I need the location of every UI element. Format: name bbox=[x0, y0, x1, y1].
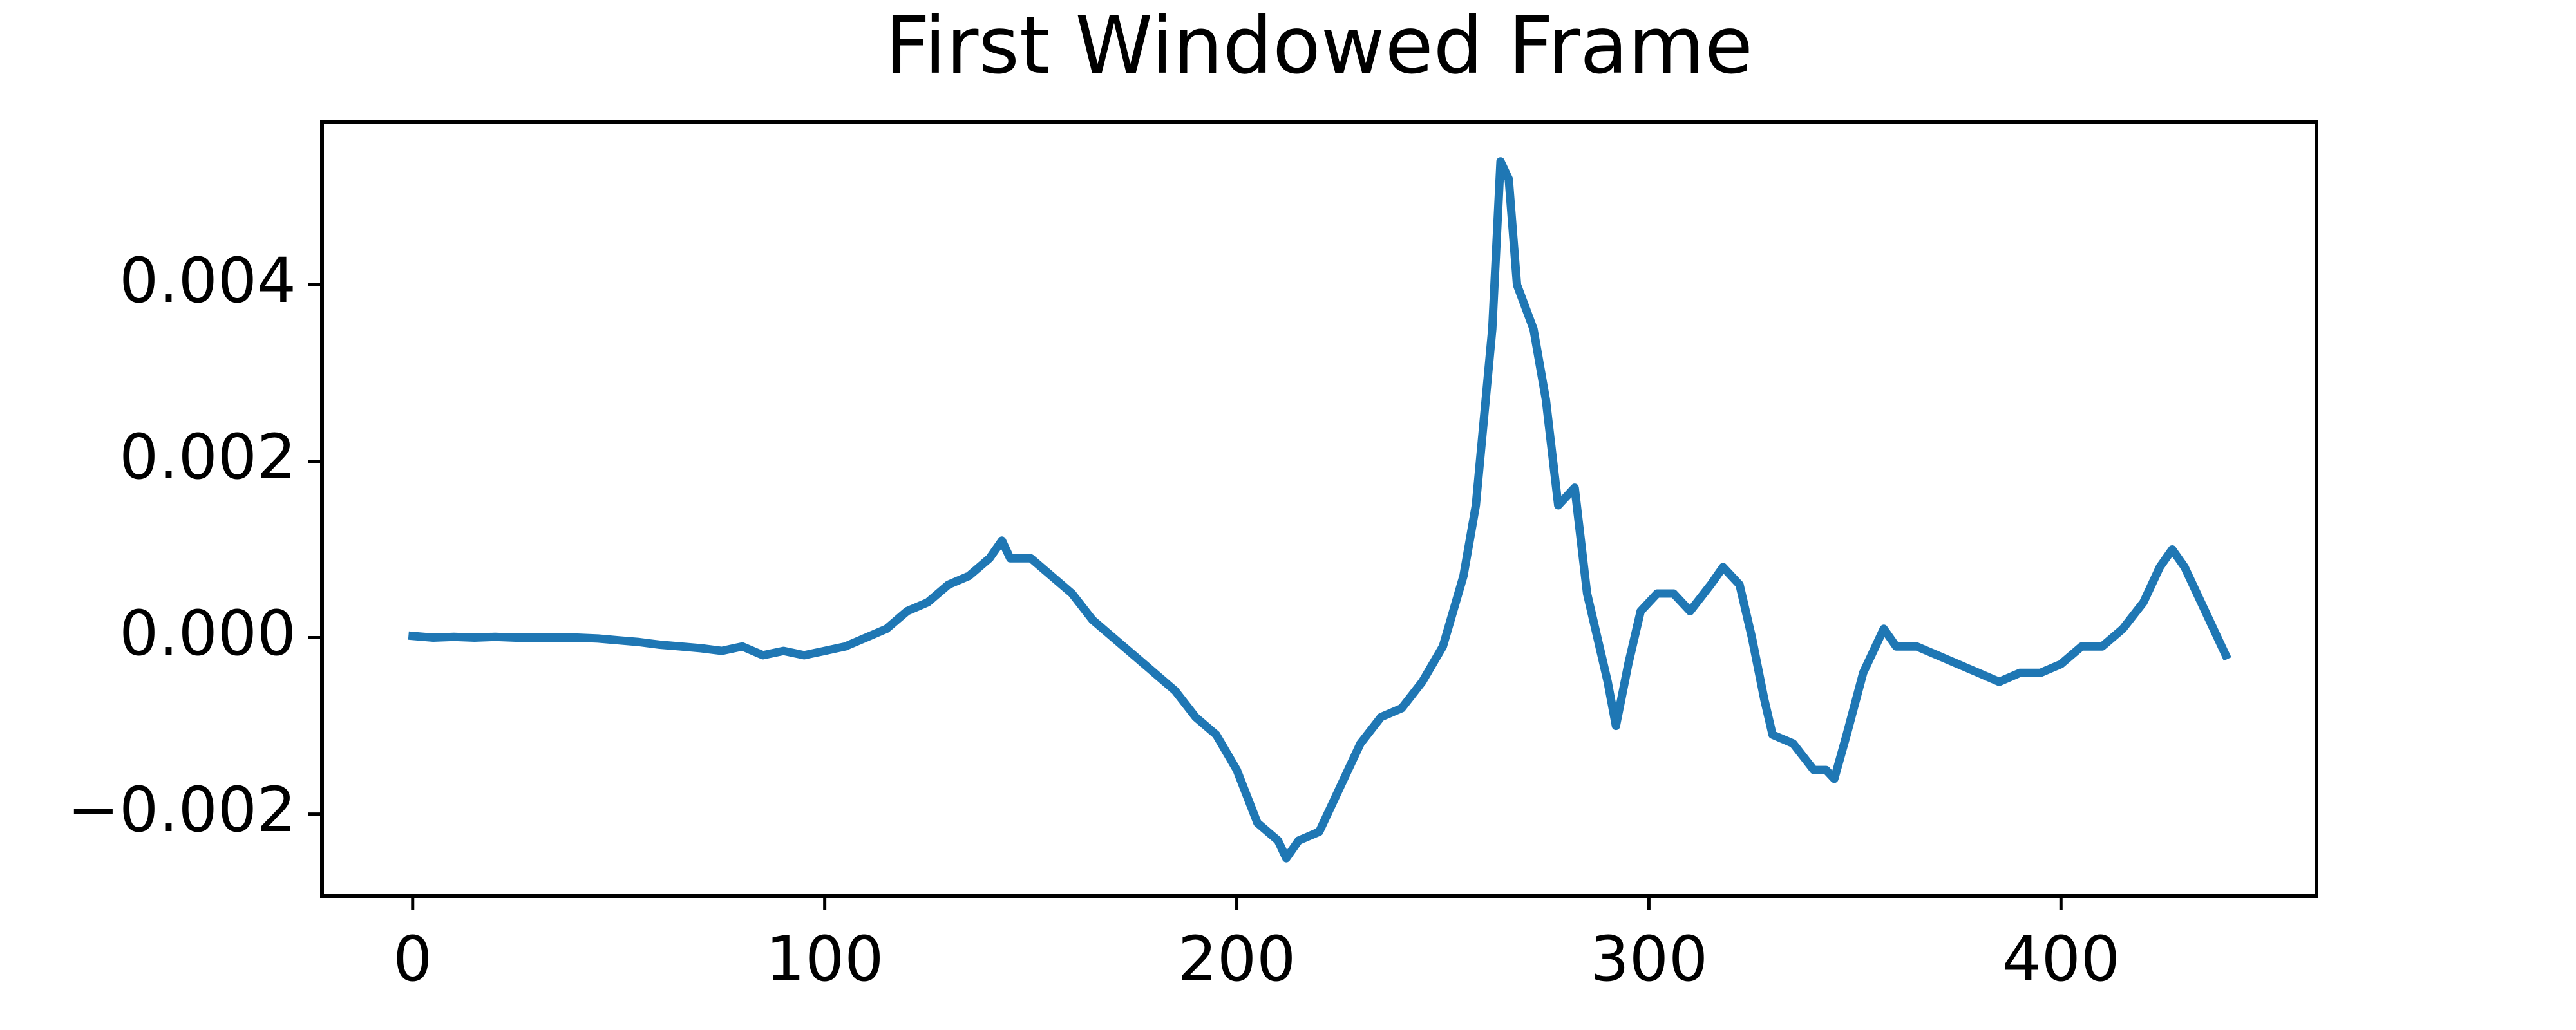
x-tick-label: 200 bbox=[1178, 923, 1296, 995]
y-tick-label: 0.002 bbox=[119, 421, 296, 493]
y-tick-label: 0.000 bbox=[119, 597, 296, 670]
data-line bbox=[408, 157, 2231, 863]
x-tick-label: 0 bbox=[393, 923, 432, 995]
y-tick-label: 0.004 bbox=[119, 245, 296, 317]
chart-title: First Windowed Frame bbox=[885, 0, 1753, 91]
x-tick-label: 100 bbox=[766, 923, 884, 995]
y-tick-label: −0.002 bbox=[68, 774, 296, 846]
x-tick-label: 300 bbox=[1590, 923, 1708, 995]
plot-frame bbox=[320, 120, 2318, 898]
x-tick-label: 400 bbox=[2002, 923, 2120, 995]
